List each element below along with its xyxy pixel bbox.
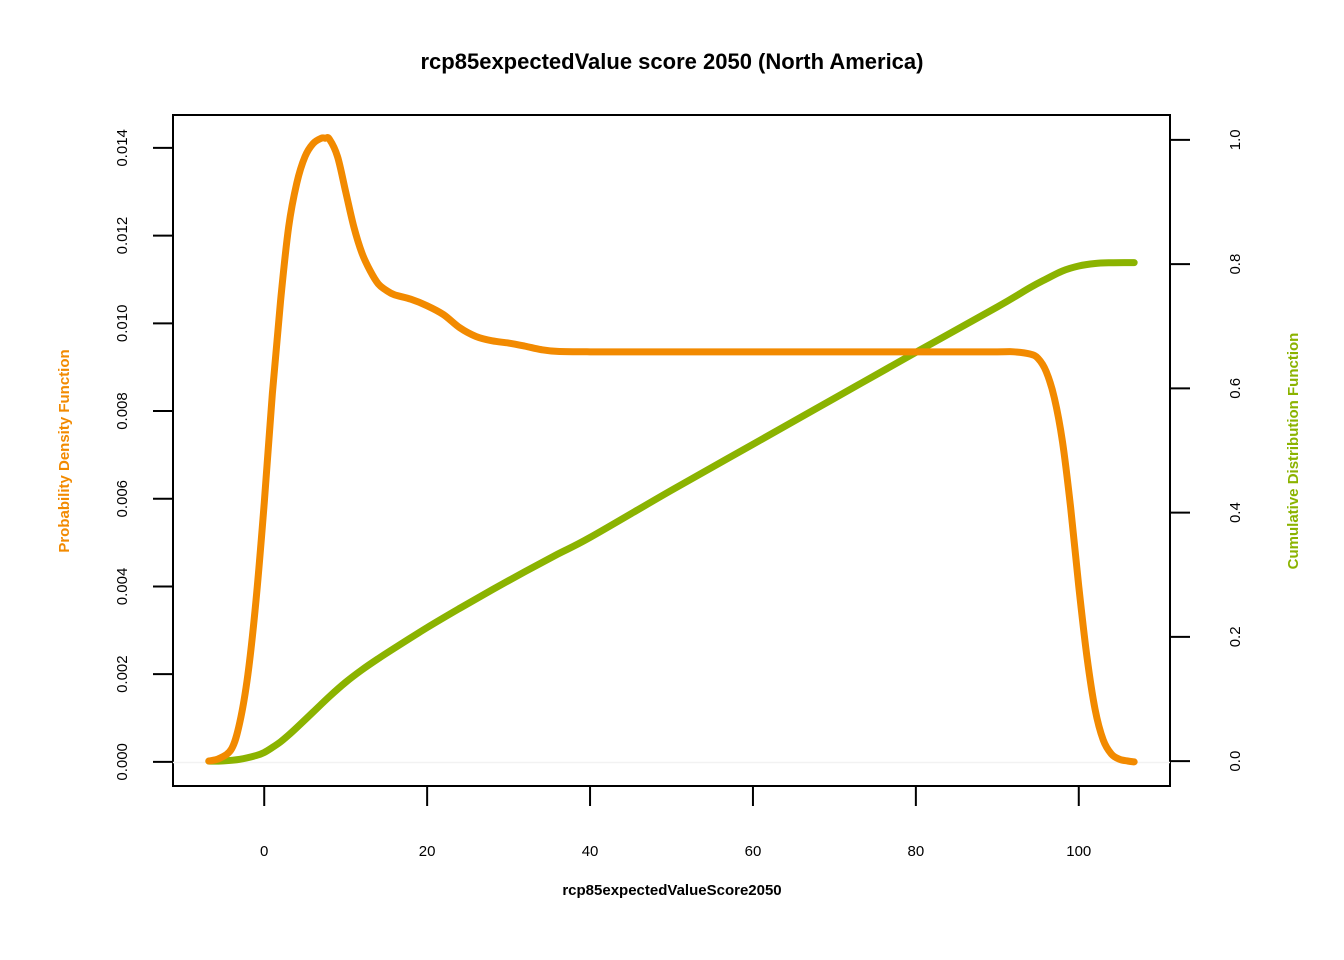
chart-title: rcp85expectedValue score 2050 (North Ame… [421, 49, 924, 74]
cdf-series-line [205, 259, 1138, 765]
x-tick-label: 40 [582, 843, 599, 860]
y-left-tick-label: 0.008 [114, 392, 131, 430]
x-axis: 0 20 40 60 80 100 [260, 786, 1091, 860]
x-tick-label: 20 [419, 843, 436, 860]
y-left-tick-label: 0.000 [114, 743, 131, 781]
x-tick-label: 100 [1066, 843, 1091, 860]
x-tick-label: 80 [908, 843, 925, 860]
y-axis-right: 0.0 0.2 0.4 0.6 0.8 1.0 [1170, 129, 1244, 772]
y-axis-label-left: Probability Density Function [56, 349, 73, 552]
y-left-tick-label: 0.010 [114, 305, 131, 343]
x-axis-label: rcp85expectedValueScore2050 [562, 882, 781, 899]
y-right-tick-label: 0.0 [1227, 751, 1244, 772]
y-left-tick-label: 0.014 [114, 129, 131, 167]
y-left-tick-label: 0.004 [114, 568, 131, 606]
series-layer [205, 134, 1138, 766]
y-left-tick-label: 0.002 [114, 655, 131, 693]
plot-frame [172, 114, 1171, 787]
y-right-tick-label: 1.0 [1227, 129, 1244, 150]
y-left-tick-label: 0.012 [114, 217, 131, 255]
x-tick-label: 0 [260, 843, 268, 860]
y-left-tick-label: 0.006 [114, 480, 131, 518]
y-axis-label-right: Cumulative Distribution Function [1285, 333, 1302, 570]
x-tick-label: 60 [745, 843, 762, 860]
pdf-series-line [205, 134, 1138, 766]
y-right-tick-label: 0.2 [1227, 626, 1244, 647]
y-axis-left: 0.000 0.002 0.004 0.006 0.008 0.010 0.012 0.014 [114, 129, 173, 781]
y-right-tick-label: 0.8 [1227, 254, 1244, 275]
y-right-tick-label: 0.6 [1227, 378, 1244, 399]
y-right-tick-label: 0.4 [1227, 502, 1244, 523]
